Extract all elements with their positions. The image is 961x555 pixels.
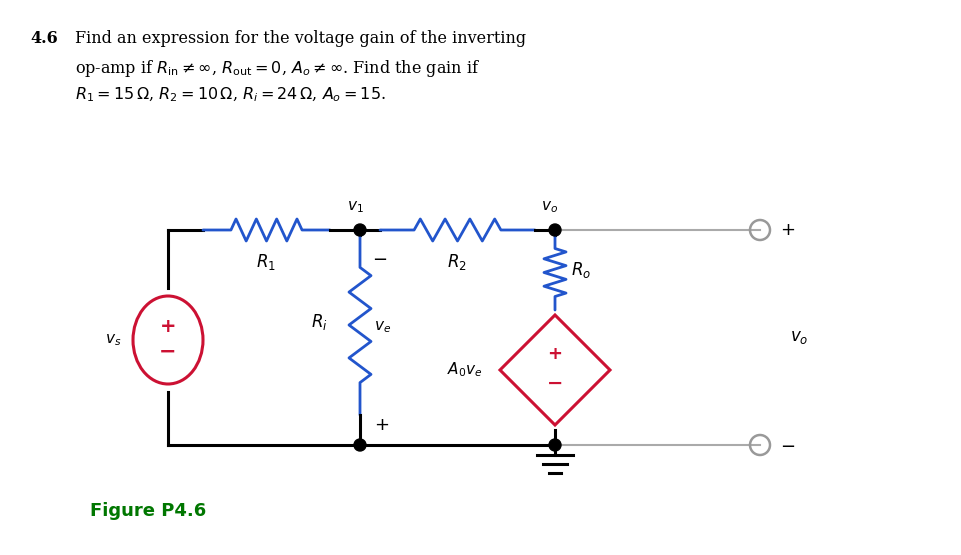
- Text: $+$: $+$: [779, 221, 795, 239]
- Text: $v_o$: $v_o$: [789, 328, 807, 346]
- Text: +: +: [547, 345, 562, 363]
- Circle shape: [549, 439, 560, 451]
- Text: $R_1$: $R_1$: [256, 252, 276, 272]
- Text: $v_o$: $v_o$: [541, 199, 558, 215]
- Text: Figure P4.6: Figure P4.6: [90, 502, 206, 520]
- Text: 4.6: 4.6: [30, 30, 58, 47]
- Text: $-$: $-$: [779, 436, 795, 454]
- Text: $-$: $-$: [372, 249, 386, 267]
- Text: $v_1$: $v_1$: [346, 199, 363, 215]
- Text: $R_o$: $R_o$: [571, 260, 590, 280]
- Text: $+$: $+$: [374, 416, 388, 434]
- Circle shape: [354, 224, 365, 236]
- Text: $A_0 v_e$: $A_0 v_e$: [447, 361, 482, 380]
- Text: $R_2$: $R_2$: [447, 252, 466, 272]
- Text: $v_e$: $v_e$: [374, 319, 391, 335]
- Text: −: −: [160, 342, 177, 362]
- Text: +: +: [160, 316, 176, 336]
- Text: $R_1 = 15\,\Omega$, $R_2 = 10\,\Omega$, $R_i = 24\,\Omega$, $A_o = 15$.: $R_1 = 15\,\Omega$, $R_2 = 10\,\Omega$, …: [75, 86, 385, 104]
- Text: op-amp if $R_{\rm in} \neq \infty$, $R_{\rm out} = 0$, $A_o \neq \infty$. Find t: op-amp if $R_{\rm in} \neq \infty$, $R_{…: [75, 58, 480, 79]
- Text: $R_i$: $R_i$: [311, 312, 328, 332]
- Text: $v_s$: $v_s$: [105, 332, 121, 348]
- Text: −: −: [546, 374, 562, 392]
- Text: Find an expression for the voltage gain of the inverting: Find an expression for the voltage gain …: [75, 30, 526, 47]
- Circle shape: [354, 439, 365, 451]
- Circle shape: [549, 224, 560, 236]
